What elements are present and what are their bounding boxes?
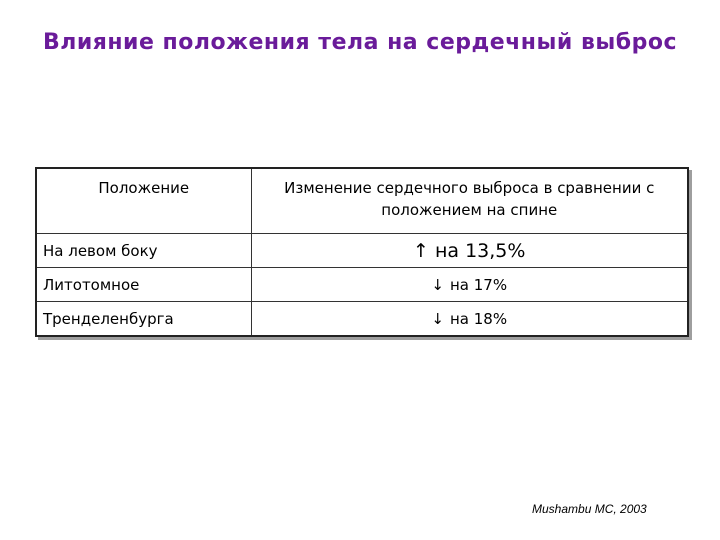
citation: Mushambu MC, 2003: [532, 502, 647, 516]
row-change-value: на 17%: [449, 275, 508, 294]
row-position-trendelenburg: Тренделенбурга: [36, 301, 252, 336]
row-change-cell: ↓ на 18%: [251, 302, 688, 337]
header-change: Изменение сердечного выброса в сравнении…: [251, 168, 688, 234]
table-row: На левом боку ↑ на 13,5%: [36, 233, 688, 268]
slide-title: Влияние положения тела на сердечный выбр…: [42, 30, 678, 55]
row-position-left-side: На левом боку: [36, 233, 252, 268]
row-position-lithotomy: Литотомное: [36, 267, 252, 302]
table-row: Литотомное ↓ на 17%: [36, 267, 688, 302]
table-row: Тренделенбурга ↓ на 18%: [36, 301, 688, 337]
arrow-down-icon: ↓: [431, 309, 444, 328]
table-header-row: Положение Изменение сердечного выброса в…: [36, 168, 688, 234]
row-change-value: на 18%: [449, 309, 508, 328]
row-change-value: на 13,5%: [434, 239, 526, 262]
header-position: Положение: [36, 168, 252, 234]
body-position-table: Положение Изменение сердечного выброса в…: [35, 167, 689, 337]
row-change-cell: ↑ на 13,5%: [251, 233, 688, 268]
row-change-cell: ↓ на 17%: [251, 267, 688, 302]
arrow-up-icon: ↑: [413, 239, 429, 262]
arrow-down-icon: ↓: [431, 275, 444, 294]
